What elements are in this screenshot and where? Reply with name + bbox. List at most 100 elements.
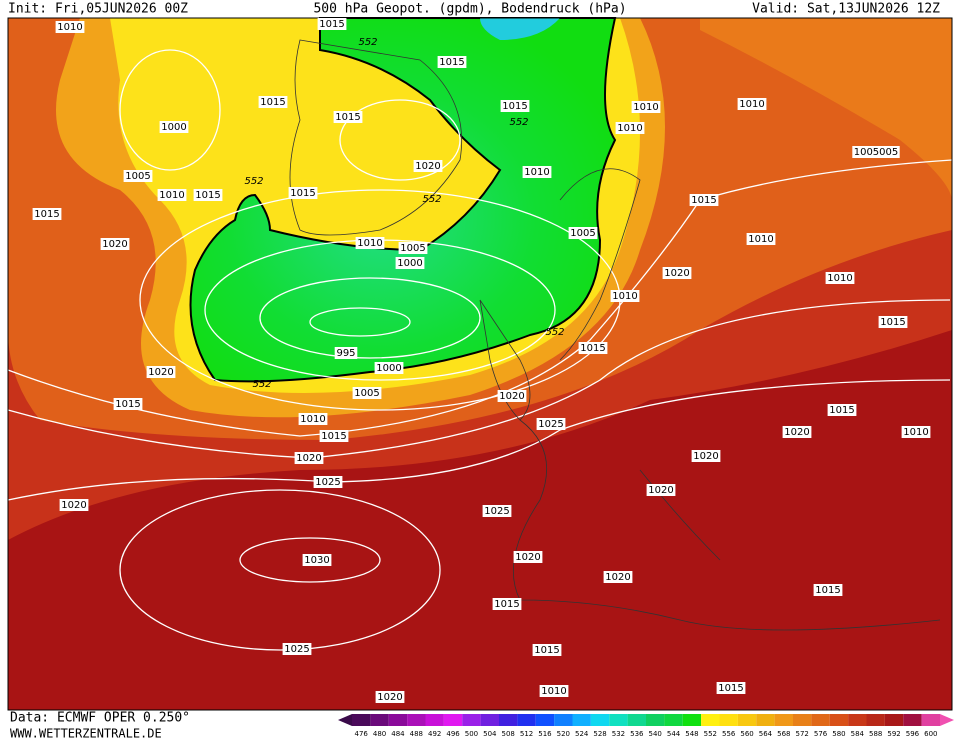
isobar-label: 1010 [739,99,764,110]
isobar-label: 995 [336,348,355,359]
isobar-label: 1010 [612,291,637,302]
isobar-label-box [352,387,382,399]
isobar-label-box [398,242,428,254]
scale-arrow-left [338,714,352,726]
scale-swatch [866,714,885,726]
isobar-label: 1000 [161,122,186,133]
isobar-label: 1015 [880,317,905,328]
isobar-label: 1000 [397,258,422,269]
isobar-label: 1015 [534,645,559,656]
scale-label: 492 [428,730,441,738]
scale-label: 548 [685,730,698,738]
isobar-label-box [100,238,130,250]
isobar-label: 1025 [315,477,340,488]
scale-swatch [829,714,849,726]
isobar-label-box [603,571,633,583]
scale-label: 540 [649,730,662,738]
isobar-label: 1000 [376,363,401,374]
isobar-label-box [746,233,776,245]
scale-label: 516 [538,730,552,738]
isobar-label-box [193,189,223,201]
isobar-label: 1015 [34,209,59,220]
isobar-label: 1015 [718,683,743,694]
scale-label: 528 [593,730,606,738]
scale-label: 568 [777,730,790,738]
scale-swatch [848,714,867,726]
isobar-label-box [157,189,187,201]
isobar-label: 1030 [304,555,329,566]
isobar-label-box [319,430,349,442]
scale-swatch [370,714,389,726]
isobar-label: 1010 [357,238,382,249]
isobar-label-box [827,404,857,416]
isobar-label: 1015 [494,599,519,610]
isobar-label-box [123,170,153,182]
isobar-label-box [522,166,552,178]
scale-swatch [774,714,793,726]
isobar-label: 1020 [784,427,809,438]
scale-label: 592 [887,730,900,738]
isobar-label-box [375,691,405,703]
cyan-region [480,18,560,40]
isobar-label: 1010 [159,190,184,201]
isobar-label: 1015 [115,399,140,410]
scale-label: 512 [520,730,533,738]
isobar-label-box [413,160,443,172]
init-time: Init: Fri,05JUN2026 00Z [8,2,188,17]
scale-label: 596 [906,730,920,738]
isobar-label-box [32,208,62,220]
scale-label: 524 [575,730,589,738]
scale-arrow-right [940,714,954,726]
isobar-label-box [532,644,562,656]
isobar-label-box [691,450,721,462]
scale-label: 544 [667,730,681,738]
isobar-label-box [294,452,324,464]
scale-label: 588 [869,730,882,738]
scale-label: 600 [924,730,937,738]
isobar-label-box [825,272,855,284]
isobar-label-box [513,551,543,563]
scale-label: 536 [630,730,644,738]
scale-label: 560 [740,730,753,738]
scale-swatch [443,714,463,726]
scale-swatch [884,714,904,726]
scale-swatch [719,714,738,726]
isobar-label: 1025 [284,644,309,655]
isobar-label-box [374,362,404,374]
color-scale: 476 480 484 488 492 496 500 504 508 512 516 520 524 5… [338,714,954,738]
isobar-label-box [539,685,569,697]
isobar-label-box [317,18,347,30]
isobars [7,49,953,651]
isobar-label: 1015 [319,19,344,30]
scale-label: 520 [557,730,570,738]
isobar-label: 1020 [415,161,440,172]
isobar-label: 1005005 [854,147,899,158]
isobar-label-box [355,237,385,249]
scale-swatch [627,714,646,726]
isobar-label-box [482,505,512,517]
scale-label: 556 [722,730,736,738]
isobar-label-box [689,194,719,206]
isobar-label: 1005 [125,171,150,182]
isobar-label-box [878,316,908,328]
isobar-label-box [813,584,843,596]
isobar-label: 1020 [664,268,689,279]
isobar-label: 1015 [815,585,840,596]
scale-label: 584 [851,730,865,738]
scale-label: 572 [796,730,809,738]
isobar-label: 1020 [693,451,718,462]
isobar-label-box [536,418,566,430]
isobar-label-box [159,121,189,133]
isobar-label-box [258,96,288,108]
isobar-label: 1015 [691,195,716,206]
isobar-label-box [298,413,328,425]
scale-swatch [407,714,426,726]
scale-swatch [921,714,940,726]
scale-label: 496 [446,730,460,738]
coastlines [289,39,941,631]
isobar-label: 1010 [524,167,549,178]
scale-swatch [664,714,683,726]
isobar-label-box [333,111,363,123]
isobar-label-box [631,101,661,113]
isobar-label: 1005 [400,243,425,254]
